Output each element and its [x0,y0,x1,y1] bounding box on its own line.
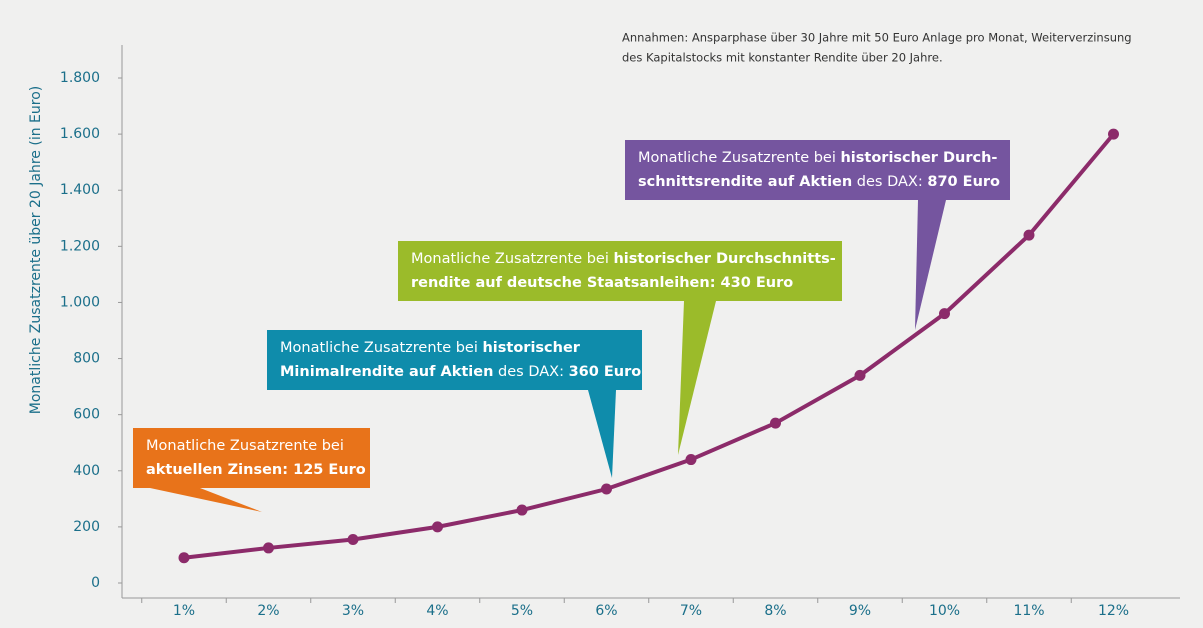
callout-run: historischer Durch- [840,150,997,166]
x-tick-label: 4% [426,603,448,619]
callout-run: Monatliche Zusatzrente bei [280,340,482,356]
point [178,552,190,564]
y-tick-label: 600 [73,407,100,423]
callout-run: rendite auf deutsche Staatsanleihen: 430… [411,275,793,291]
y-axis-title: Monatliche Zusatzrente über 20 Jahre (in… [28,86,44,414]
point [516,504,528,516]
callout-text: rendite auf deutsche Staatsanleihen: 430… [411,275,793,291]
y-tick-label: 200 [73,519,100,535]
y-tick-label: 1.600 [60,126,100,142]
x-tick-label: 9% [849,603,871,619]
x-tick-label: 8% [764,603,786,619]
y-tick-label: 1.200 [60,238,100,254]
y-tick-label: 1.000 [60,294,100,310]
callout-text: Monatliche Zusatzrente bei [146,438,344,454]
point [685,454,697,466]
callout-pointer [678,301,716,455]
callout-run: historischer [482,340,580,356]
callout-text: schnittsrendite auf Aktien des DAX: 870 … [638,174,1000,190]
x-tick-label: 1% [173,603,195,619]
point [1023,229,1035,241]
line [183,132,1116,560]
callout-text: Monatliche Zusatzrente bei historischer [280,340,581,356]
callout-run: des DAX: [493,364,568,380]
x-tick-label: 11% [1013,603,1044,619]
callout-run: 360 Euro [569,364,642,380]
x-tick-label: 12% [1098,603,1129,619]
callout-pointer [150,488,262,512]
point [1108,128,1119,140]
y-tick-label: 400 [73,463,100,479]
point [939,308,950,320]
point [770,417,781,429]
x-tick-label: 5% [511,603,533,619]
y-tick-label: 1.800 [60,70,100,86]
point [263,542,274,554]
point [432,521,443,533]
callout-run: historischer Durchschnitts- [613,251,835,267]
callout-pointer [915,200,946,330]
callout-box [398,241,842,301]
callout-run: Monatliche Zusatzrente bei [146,438,344,454]
x-tick-label: 6% [595,603,617,619]
callout-run: 870 Euro [927,174,1000,190]
point [854,369,866,381]
callout-text: Monatliche Zusatzrente bei historischer … [638,150,997,166]
callout-run: Minimalrendite auf Aktien [280,364,493,380]
point [347,534,359,546]
y-tick-label: 1.400 [60,182,100,198]
callout-run: des DAX: [852,174,927,190]
callout-text: Monatliche Zusatzrente bei historischer … [411,251,836,267]
callout-text: Minimalrendite auf Aktien des DAX: 360 E… [280,364,641,380]
callout-box [625,140,1010,200]
callout-box [267,330,642,390]
x-tick-label: 10% [929,603,960,619]
callout-text: aktuellen Zinsen: 125 Euro [146,462,366,478]
x-tick-label: 2% [257,603,279,619]
x-tick-label: 3% [342,603,364,619]
y-tick-label: 0 [91,575,100,591]
y-tick-label: 800 [73,351,100,367]
note: des Kapitalstocks mit konstanter Rendite… [622,51,943,65]
callout-run: Monatliche Zusatzrente bei [638,150,840,166]
x-tick-label: 7% [680,603,702,619]
point [601,483,612,495]
callout-box [133,428,370,488]
callout-run: aktuellen Zinsen: 125 Euro [146,462,366,478]
callout-pointer [588,390,616,478]
callout-run: Monatliche Zusatzrente bei [411,251,613,267]
note: Annahmen: Ansparphase über 30 Jahre mit … [622,31,1132,45]
callout-run: schnittsrendite auf Aktien [638,174,852,190]
